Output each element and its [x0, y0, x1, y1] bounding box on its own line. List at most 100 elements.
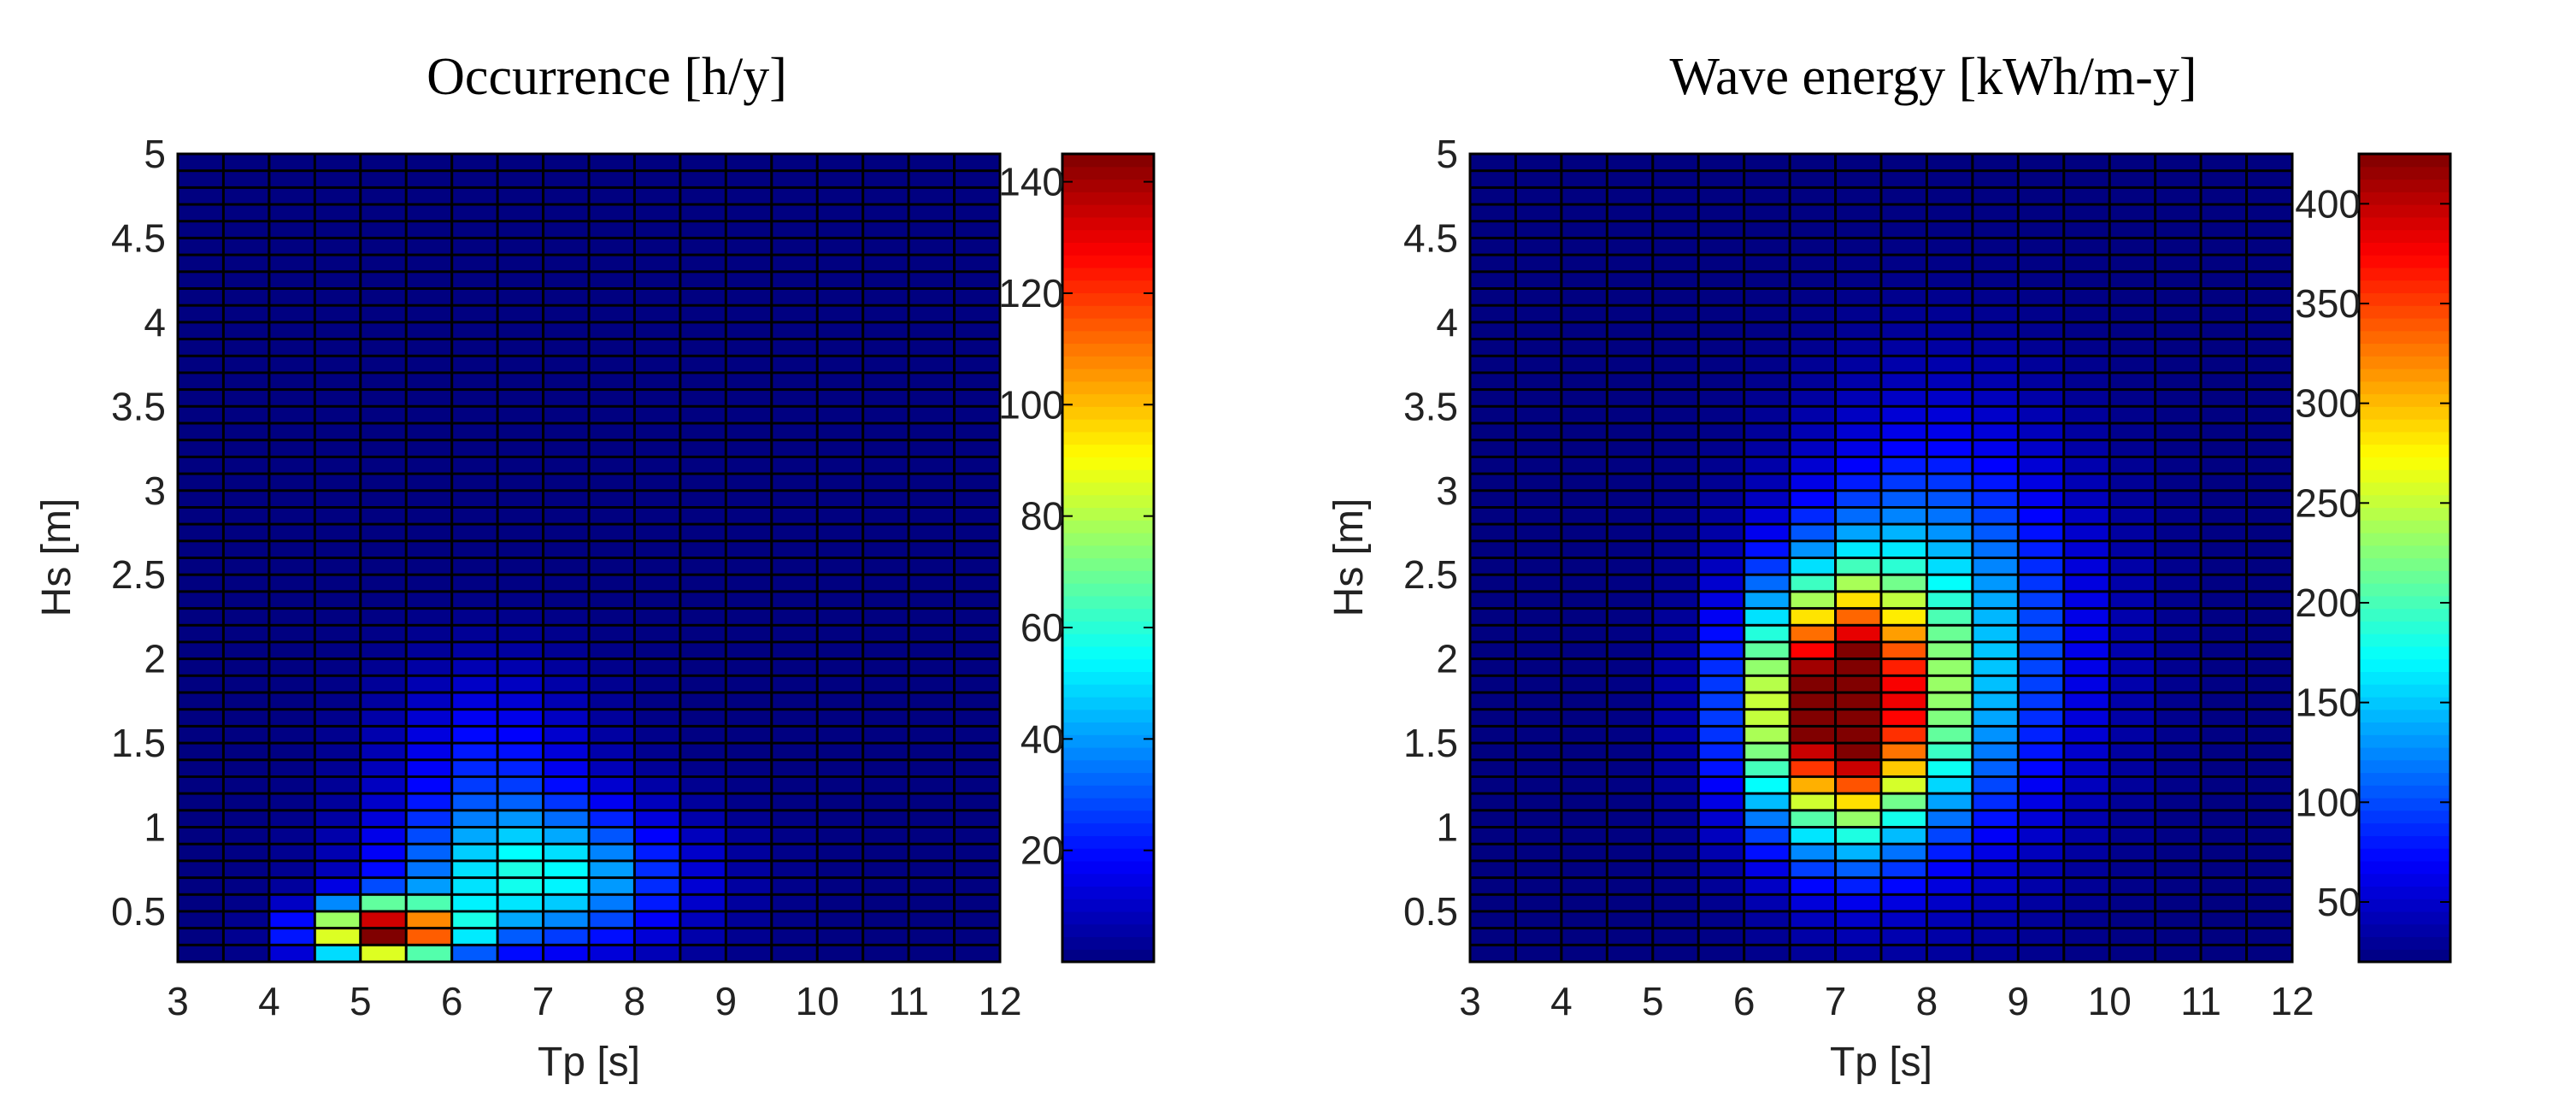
heatmap-cell [1882, 407, 1926, 422]
heatmap-cell [2156, 828, 2200, 843]
heatmap-cell [453, 761, 497, 775]
heatmap-cell [726, 744, 771, 759]
heatmap-cell [544, 710, 588, 725]
heatmap-cell [362, 626, 405, 641]
heatmap-cell [362, 643, 405, 658]
heatmap-cell [2202, 794, 2245, 810]
heatmap-cell [1516, 441, 1561, 456]
heatmap-cell [270, 879, 314, 893]
heatmap-cell [179, 205, 222, 221]
heatmap-cell [1562, 407, 1606, 422]
heatmap-cell [1654, 357, 1697, 372]
heatmap-cell [1562, 239, 1606, 254]
heatmap-cell [956, 391, 999, 405]
heatmap-cell [909, 912, 953, 928]
heatmap-cell [1471, 862, 1514, 877]
heatmap-cell [2156, 744, 2200, 759]
heatmap-cell [1745, 172, 1789, 186]
heatmap-cell [1837, 710, 1880, 725]
heatmap-cell [224, 475, 268, 490]
heatmap-cell [773, 424, 816, 439]
heatmap-cell [1973, 946, 2017, 961]
heatmap-cell [590, 542, 633, 557]
heatmap-cell [2248, 862, 2291, 877]
heatmap-cell [818, 895, 862, 911]
colorbar-segment [1062, 520, 1154, 533]
colorbar-segment [2359, 608, 2450, 622]
heatmap-cell [1745, 441, 1789, 456]
heatmap-cell [1516, 575, 1561, 591]
heatmap-cell [1882, 424, 1926, 439]
heatmap-cell [1745, 357, 1789, 372]
heatmap-cell [1973, 794, 2017, 810]
heatmap-cell [1699, 323, 1744, 339]
heatmap-cell [544, 929, 588, 944]
heatmap-cell [590, 273, 633, 287]
heatmap-cell [2019, 508, 2063, 523]
heatmap-cell [590, 290, 633, 304]
heatmap-cell [1562, 441, 1606, 456]
heatmap-cell [681, 155, 725, 170]
colorbar-segment [1062, 154, 1154, 168]
heatmap-cell [498, 610, 542, 624]
colorbar-segment [1062, 356, 1154, 369]
heatmap-cell [1973, 205, 2017, 221]
heatmap-cell [362, 744, 405, 759]
heatmap-cell [315, 340, 360, 355]
colorbar-segment [1062, 810, 1154, 824]
heatmap-cell [818, 357, 862, 372]
heatmap-cell [407, 222, 451, 237]
heatmap-cell [1973, 424, 2017, 439]
heatmap-cell [1516, 492, 1561, 506]
heatmap-cell [453, 508, 497, 523]
heatmap-cell [2156, 946, 2200, 961]
heatmap-cell [1837, 340, 1880, 355]
colorbar-segment [2359, 759, 2450, 774]
colorbar-tick-label: 80 [1020, 494, 1064, 539]
heatmap-cell [2156, 676, 2200, 692]
heatmap-cell [635, 777, 679, 793]
heatmap-cell [1837, 172, 1880, 186]
heatmap-cell [1745, 626, 1789, 641]
heatmap-cell [498, 929, 542, 944]
heatmap-cell [2156, 155, 2200, 170]
heatmap-cell [1745, 492, 1789, 506]
heatmap-cell [2156, 727, 2200, 742]
colorbar-segment [1062, 330, 1154, 345]
heatmap-cell [498, 693, 542, 709]
heatmap-cell [1791, 946, 1834, 961]
colorbar-segment [1062, 469, 1154, 483]
heatmap-cell [956, 256, 999, 271]
heatmap-cell [1654, 845, 1697, 860]
heatmap-cell [909, 643, 953, 658]
heatmap-cell [726, 407, 771, 422]
heatmap-cell [864, 357, 908, 372]
heatmap-cell [635, 508, 679, 523]
heatmap-cell [2110, 895, 2155, 911]
heatmap-cell [407, 693, 451, 709]
heatmap-cell [2065, 273, 2108, 287]
heatmap-cell [2019, 188, 2063, 203]
heatmap-cell [407, 424, 451, 439]
heatmap-cell [2156, 475, 2200, 490]
heatmap-cell [773, 575, 816, 591]
heatmap-cell [1837, 626, 1880, 641]
heatmap-cell [956, 693, 999, 709]
heatmap-cell [362, 912, 405, 928]
heatmap-cell [1882, 525, 1926, 540]
y-tick-label: 4.5 [111, 215, 166, 260]
heatmap-cell [635, 290, 679, 304]
heatmap-cell [590, 323, 633, 339]
heatmap-cell [818, 828, 862, 843]
heatmap-cell [1791, 676, 1834, 692]
heatmap-cell [1562, 155, 1606, 170]
heatmap-cell [315, 592, 360, 608]
heatmap-cell [1608, 256, 1652, 271]
wave-energy-x-axis-label: Tp [s] [1830, 1040, 1932, 1085]
heatmap-cell [407, 761, 451, 775]
colorbar-segment [1062, 457, 1154, 470]
heatmap-cell [1882, 340, 1926, 355]
heatmap-cell [2156, 340, 2200, 355]
heatmap-cell [681, 222, 725, 237]
heatmap-cell [270, 340, 314, 355]
